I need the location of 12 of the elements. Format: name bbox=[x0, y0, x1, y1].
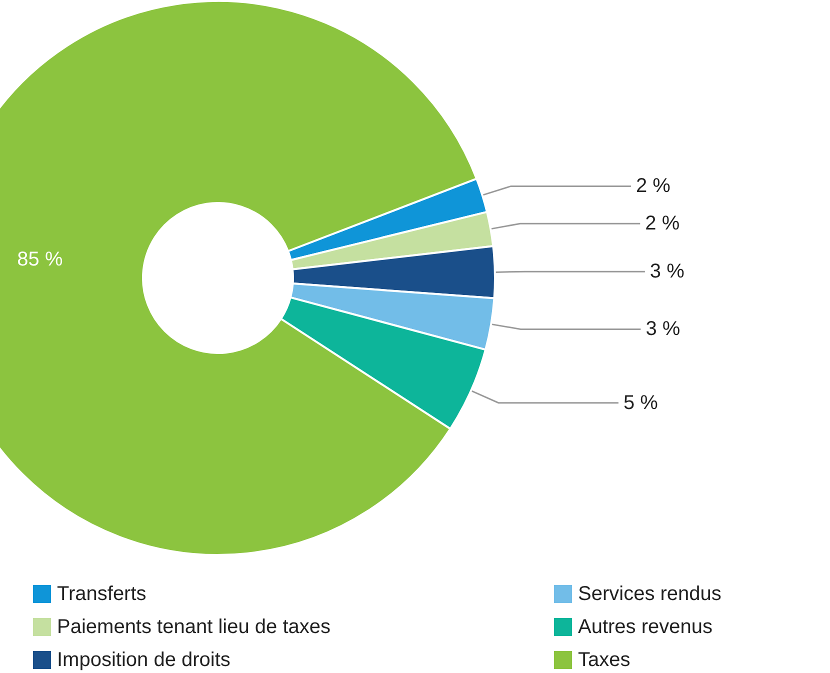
data-label: 2 % bbox=[636, 175, 671, 198]
data-label: 3 % bbox=[650, 260, 685, 283]
data-label: 2 % bbox=[645, 212, 680, 235]
data-label: 85 % bbox=[17, 248, 63, 270]
data-label: 3 % bbox=[646, 318, 680, 340]
data-label: 5 % bbox=[623, 392, 658, 414]
legend-label: Paiements tenant lieu de taxes bbox=[57, 616, 331, 638]
legend-label: Taxes bbox=[578, 649, 630, 671]
legend-label: Autres revenus bbox=[578, 616, 713, 638]
legend-label: Transferts bbox=[57, 583, 146, 605]
legend-label: Imposition de droits bbox=[57, 649, 230, 671]
legend-label: Services rendus bbox=[578, 583, 722, 605]
